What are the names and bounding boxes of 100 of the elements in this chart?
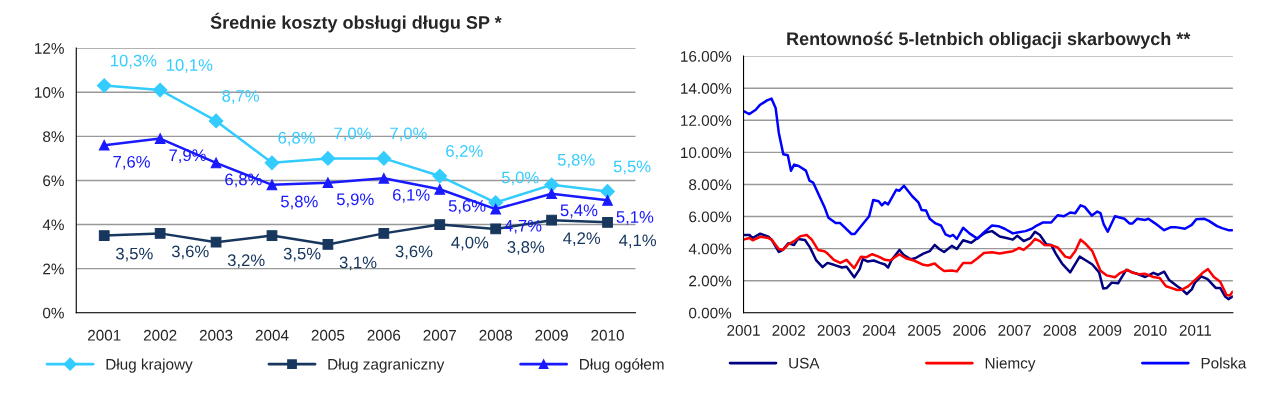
- point: [154, 133, 166, 144]
- y-tick-label: 8%: [43, 131, 64, 143]
- line-series: [743, 97, 1233, 241]
- legend-label: Niemcy: [985, 357, 1036, 372]
- y-tick-label: 10%: [35, 87, 64, 98]
- data-label: 7,0%: [390, 127, 427, 142]
- y-tick-label: 0%: [42, 307, 64, 319]
- point: [322, 239, 334, 250]
- data-label: 6,1%: [393, 188, 430, 203]
- point: [210, 236, 222, 248]
- data-label: 5,8%: [557, 153, 595, 168]
- data-label: 3,5%: [283, 247, 321, 262]
- data-label: 3,8%: [507, 241, 545, 255]
- y-tick-label: 4%: [42, 219, 64, 231]
- data-label: 5,9%: [336, 193, 374, 208]
- legend-label: Dług krajowy: [106, 358, 193, 373]
- point: [600, 184, 615, 199]
- data-label: 10,1%: [166, 59, 213, 73]
- x-tick-label: 2011: [1179, 324, 1212, 336]
- point: [98, 230, 110, 241]
- x-tick-label: 2009: [1088, 324, 1122, 336]
- point: [152, 82, 168, 98]
- legend-label: Dług zagraniczny: [328, 358, 445, 373]
- x-tick-label: 2009: [535, 329, 568, 341]
- y-tick-label: 8.00%: [689, 179, 732, 191]
- y-tick-label: 2.00%: [689, 275, 732, 287]
- data-label: 3,1%: [339, 256, 377, 271]
- x-tick-label: 2005: [311, 329, 345, 341]
- point: [544, 177, 560, 193]
- x-tick-label: 2004: [255, 329, 289, 341]
- point: [490, 203, 502, 215]
- point: [546, 188, 557, 200]
- data-label: 4,1%: [619, 234, 657, 249]
- x-tick-label: 2003: [817, 324, 851, 336]
- data-label: 5,1%: [616, 211, 654, 225]
- y-tick-label: 10.00%: [681, 147, 732, 159]
- point: [546, 214, 557, 226]
- x-tick-label: 2007: [423, 329, 456, 341]
- point: [208, 113, 224, 129]
- point: [98, 139, 110, 151]
- point: [378, 172, 390, 184]
- point: [320, 151, 336, 166]
- y-tick-label: 16.00%: [681, 51, 732, 62]
- point: [266, 179, 278, 191]
- x-tick-label: 2010: [1133, 324, 1167, 336]
- data-label: 5,8%: [280, 195, 318, 210]
- data-label: 10,3%: [111, 54, 157, 69]
- data-label: 8,7%: [222, 89, 260, 104]
- point: [96, 78, 112, 94]
- y-tick-label: 6%: [43, 175, 64, 187]
- chart-title: Średnie koszty obsługi długu SP *: [210, 12, 502, 33]
- point: [264, 155, 280, 171]
- x-tick-label: 2005: [908, 324, 941, 336]
- legend-label: Dług ogółem: [580, 358, 664, 373]
- data-label: 7,0%: [334, 127, 371, 142]
- data-label: 6,2%: [446, 145, 483, 159]
- x-tick-label: 2006: [367, 329, 401, 341]
- point: [490, 223, 502, 235]
- point: [378, 228, 390, 239]
- x-tick-label: 2008: [1043, 324, 1077, 336]
- x-tick-label: 2002: [772, 324, 805, 336]
- x-tick-label: 2002: [143, 329, 177, 341]
- data-label: 5,0%: [501, 171, 539, 186]
- point: [210, 157, 222, 169]
- x-tick-label: 2010: [591, 329, 624, 341]
- data-label: 4,2%: [563, 232, 601, 247]
- point: [602, 216, 613, 228]
- point: [434, 183, 446, 195]
- data-label: 3,5%: [115, 247, 153, 262]
- y-tick-label: 2%: [43, 263, 64, 275]
- y-tick-label: 0.00%: [689, 307, 732, 319]
- x-tick-label: 2007: [998, 324, 1031, 336]
- y-tick-label: 12%: [35, 42, 64, 54]
- x-tick-label: 2008: [479, 329, 513, 341]
- point: [154, 228, 166, 239]
- x-tick-label: 2001: [727, 324, 760, 336]
- x-tick-label: 2006: [953, 324, 986, 336]
- legend-label: Polska: [1201, 357, 1247, 369]
- point: [602, 194, 613, 206]
- x-tick-label: 2004: [862, 324, 896, 336]
- chart-title: Rentowność 5-letnbich obligacji skarbowych **: [787, 31, 1191, 49]
- x-tick-label: 2001: [88, 329, 121, 341]
- point: [322, 177, 334, 189]
- data-label: 4,0%: [451, 236, 489, 251]
- x-tick-label: 2003: [199, 329, 233, 341]
- y-tick-label: 6.00%: [689, 211, 732, 223]
- data-label: 5,5%: [613, 160, 651, 175]
- point: [432, 168, 448, 184]
- point: [376, 151, 392, 166]
- data-label: 5,4%: [560, 204, 598, 219]
- y-tick-label: 14.00%: [681, 83, 732, 94]
- y-tick-label: 12.00%: [681, 115, 732, 126]
- data-label: 3,6%: [395, 245, 433, 260]
- point: [434, 219, 446, 230]
- data-label: 7,6%: [113, 155, 150, 170]
- legend-label: USA: [789, 357, 820, 369]
- point: [266, 230, 278, 241]
- y-tick-label: 4.00%: [688, 243, 732, 255]
- data-label: 3,2%: [227, 254, 265, 269]
- data-label: 6,8%: [278, 131, 315, 146]
